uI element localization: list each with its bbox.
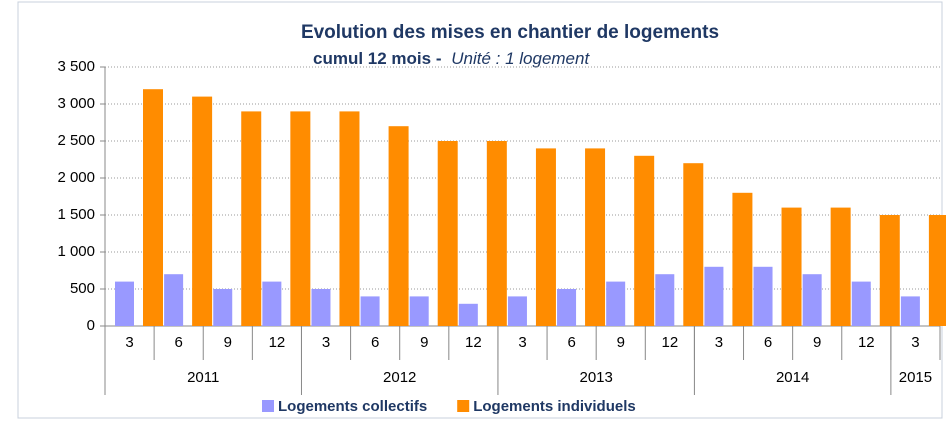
legend-label: Logements collectifs — [278, 398, 427, 415]
x-group-label: 2013 — [579, 369, 612, 386]
bar — [900, 296, 920, 326]
bar — [262, 281, 282, 326]
bar — [585, 148, 606, 326]
bar — [486, 141, 507, 326]
x-tick-label: 9 — [617, 334, 625, 351]
legend-label: Logements individuels — [473, 398, 636, 415]
bar — [143, 89, 163, 326]
x-tick-label: 12 — [858, 334, 875, 351]
bar — [290, 111, 311, 327]
x-tick-label: 6 — [567, 334, 575, 351]
y-tick-label: 0 — [87, 317, 95, 334]
bar — [928, 215, 946, 326]
x-tick-label: 3 — [322, 334, 330, 351]
legend-swatch — [457, 400, 470, 412]
bar — [655, 274, 675, 326]
x-tick-label: 3 — [715, 334, 723, 351]
bar — [311, 289, 331, 326]
bar — [535, 148, 556, 326]
y-tick-label: 1 500 — [57, 206, 95, 223]
bar — [851, 281, 871, 326]
bar — [802, 274, 822, 326]
bar — [241, 111, 262, 327]
bar — [557, 289, 577, 326]
x-group-label: 2015 — [899, 369, 932, 386]
y-tick-label: 3 500 — [57, 58, 95, 75]
x-tick-label: 6 — [175, 334, 183, 351]
subtitle-unit: Unité : 1 logement — [451, 49, 590, 68]
bar — [781, 207, 802, 326]
bar — [830, 207, 851, 326]
x-tick-label: 6 — [371, 334, 379, 351]
x-group-label: 2012 — [383, 369, 416, 386]
y-tick-label: 1 000 — [57, 243, 95, 260]
bar — [753, 266, 773, 326]
bar — [634, 155, 655, 326]
bar — [458, 303, 478, 326]
x-group-label: 2014 — [776, 369, 809, 386]
x-tick-label: 12 — [269, 334, 286, 351]
bar — [437, 141, 458, 326]
bar — [164, 274, 184, 326]
y-tick-label: 2 500 — [57, 132, 95, 149]
y-tick-label: 2 000 — [57, 169, 95, 186]
bar — [115, 281, 134, 326]
bar — [360, 296, 380, 326]
bar — [339, 111, 360, 327]
x-tick-label: 9 — [813, 334, 821, 351]
legend-swatch — [262, 400, 274, 412]
bar — [213, 289, 233, 326]
x-tick-label: 3 — [125, 334, 133, 351]
x-tick-label: 12 — [465, 334, 482, 351]
bar — [879, 215, 900, 326]
bar — [192, 96, 213, 326]
bar — [388, 126, 409, 326]
y-tick-label: 3 000 — [57, 95, 95, 112]
x-tick-label: 12 — [662, 334, 679, 351]
bar — [507, 296, 527, 326]
chart-title: Evolution des mises en chantier de logem… — [301, 22, 719, 43]
x-tick-label: 9 — [420, 334, 428, 351]
x-tick-label: 9 — [224, 334, 232, 351]
subtitle-main: cumul 12 mois - — [313, 49, 441, 68]
bar — [704, 266, 724, 326]
x-group-label: 2011 — [187, 369, 219, 386]
y-tick-label: 500 — [70, 280, 95, 297]
chart-subtitle: cumul 12 mois - Unité : 1 logement — [313, 49, 590, 68]
bar — [683, 163, 704, 326]
x-tick-label: 3 — [518, 334, 526, 351]
x-tick-label: 6 — [764, 334, 772, 351]
bar — [732, 192, 753, 326]
bar — [606, 281, 626, 326]
bar — [409, 296, 429, 326]
x-tick-label: 3 — [911, 334, 919, 351]
chart-frame — [17, 1, 943, 419]
